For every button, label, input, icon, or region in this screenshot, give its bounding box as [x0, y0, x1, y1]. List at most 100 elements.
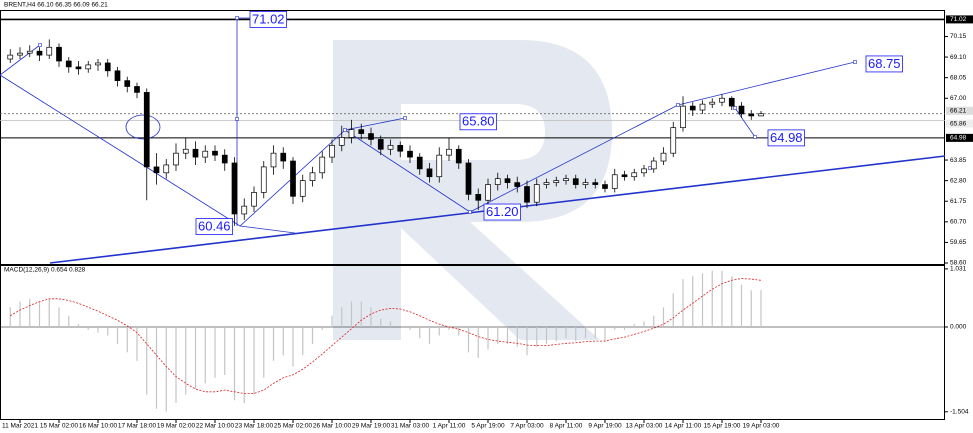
candle-body: [709, 101, 716, 105]
annotation: 71.02: [249, 11, 287, 28]
candle-body: [290, 160, 296, 197]
candle-body: [758, 113, 764, 117]
candle-body: [309, 172, 316, 181]
candle-body: [260, 166, 267, 193]
candle-body: [455, 148, 462, 164]
x-tick-label: 25 Mar 02:00: [274, 423, 313, 430]
macd-y-tick-label: 1.031: [950, 266, 967, 273]
y-tick-label: 59.65: [950, 239, 967, 246]
x-tick-label: 26 Mar 10:00: [313, 423, 352, 430]
candle-body: [134, 86, 140, 93]
candle-body: [387, 144, 394, 150]
candle-body: [680, 105, 686, 129]
candle-body: [124, 80, 131, 87]
candle-body: [182, 148, 189, 154]
y-tick-label: 70.15: [950, 33, 967, 40]
candle-body: [329, 144, 335, 158]
candle-body: [319, 156, 326, 174]
annotation-box: [249, 11, 287, 28]
candle-body: [348, 129, 355, 138]
wave-node: [468, 210, 472, 214]
candle-body: [368, 133, 374, 140]
candle-body: [143, 92, 150, 168]
y-tick-label: 62.80: [950, 177, 967, 184]
candle-body: [36, 50, 43, 56]
candle-body: [485, 184, 491, 201]
x-tick-label: 15 Apr 19:00: [704, 423, 741, 430]
y-tick-label: 61.75: [950, 198, 967, 205]
candle-body: [728, 97, 735, 107]
candle-body: [631, 172, 638, 178]
wave-node: [853, 60, 857, 64]
candle-body: [641, 168, 647, 174]
x-tick-label: 19 Apr 03:00: [743, 423, 780, 430]
annotation-box: [767, 129, 805, 147]
candle-body: [533, 184, 540, 203]
candle-body: [582, 182, 589, 185]
macd-frame: [0, 265, 945, 420]
wave-node: [235, 117, 239, 121]
x-tick-label: 17 Mar 18:00: [118, 423, 157, 430]
candle-body: [17, 52, 23, 56]
x-tick-label: 1 Apr 11:00: [433, 423, 466, 430]
candle-body: [689, 105, 696, 111]
candle-body: [163, 164, 170, 174]
wave-ellipse: [125, 114, 161, 140]
annotation-label: 60.46: [198, 218, 231, 233]
candle-body: [153, 166, 160, 174]
candle-body: [299, 180, 306, 197]
annotation-box: [483, 203, 521, 221]
annotation-box: [865, 55, 903, 73]
y-tick-label: 58.60: [950, 260, 967, 267]
candle-body: [719, 97, 725, 103]
annotation-box: [195, 218, 233, 235]
annotation: 68.75: [865, 55, 903, 73]
candle-body: [670, 127, 677, 154]
candle-body: [358, 129, 365, 134]
x-tick-label: 29 Mar 19:00: [352, 423, 391, 430]
candle-body: [173, 152, 179, 166]
x-tick-label: 15 Mar 02:00: [40, 423, 79, 430]
candle-body: [95, 62, 101, 66]
candle-body: [738, 105, 745, 115]
x-tick-label: 14 Apr 11:00: [665, 423, 702, 430]
candle-body: [7, 54, 14, 60]
level-label: 71.02: [950, 16, 967, 23]
candle-body: [602, 184, 608, 189]
candle-body: [212, 150, 218, 156]
wave-node: [38, 43, 42, 47]
candle-body: [114, 70, 121, 81]
candle-body: [426, 168, 433, 178]
x-tick-label: 13 Apr 03:00: [626, 423, 663, 430]
candle-body: [26, 50, 33, 54]
candle-body: [46, 46, 53, 56]
y-tick-label: 60.70: [950, 219, 967, 226]
x-tick-label: 22 Mar 10:00: [196, 423, 235, 430]
x-tick-label: 5 Apr 19:00: [471, 423, 505, 430]
candle-body: [699, 103, 706, 111]
candle-body: [611, 174, 618, 189]
candle-body: [338, 137, 345, 146]
y-tick-label: 63.85: [950, 157, 967, 164]
x-tick-label: 16 Mar 10:00: [79, 423, 118, 430]
x-tick-label: 8 Apr 11:00: [550, 423, 583, 430]
candle-body: [192, 148, 199, 158]
annotation: 60.46: [195, 218, 233, 235]
candle-body: [280, 152, 287, 162]
level-label-bg: [946, 133, 973, 142]
x-tick-label: 31 Mar 03:00: [391, 423, 430, 430]
candle-body: [56, 46, 62, 62]
candle-body: [65, 60, 72, 68]
macd-title: MACD(12,26,9) 0.654 0.828: [4, 267, 86, 274]
level-label-bg: [946, 15, 973, 24]
wave-node: [753, 135, 757, 139]
wave-line: [239, 225, 296, 234]
annotation: 61.20: [483, 203, 521, 221]
candle-body: [504, 178, 511, 183]
x-tick-label: 19 Mar 02:00: [157, 423, 196, 430]
y-tick-label: 67.00: [950, 95, 967, 102]
price-label: 66.21: [950, 107, 967, 114]
candle-body: [514, 182, 521, 187]
macd-y-tick-label: 0.000: [950, 324, 967, 331]
